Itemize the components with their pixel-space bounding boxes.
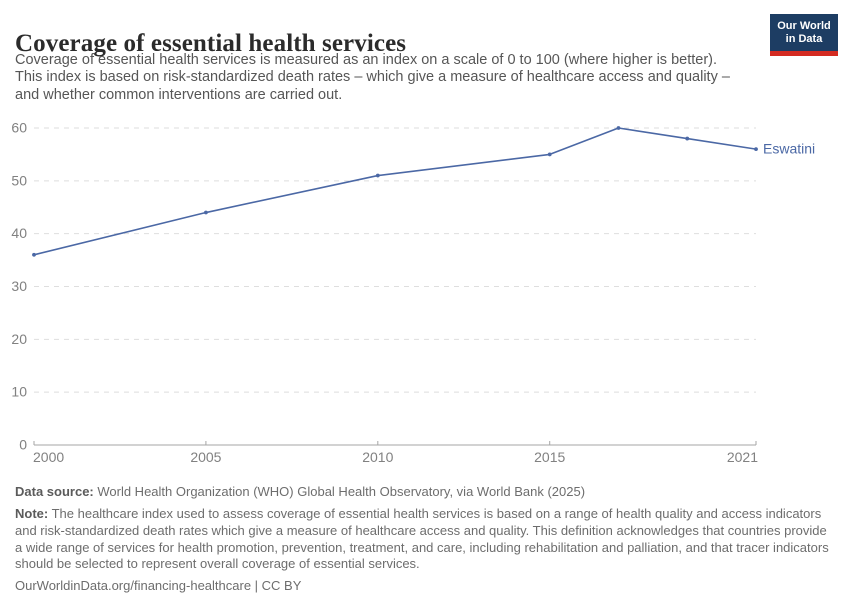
- data-point[interactable]: [754, 147, 758, 152]
- x-axis-tick-label: 2021: [727, 449, 758, 465]
- data-point[interactable]: [547, 152, 552, 157]
- y-axis-tick-label: 20: [11, 331, 27, 347]
- license-text: | CC BY: [251, 578, 302, 594]
- url-line: OurWorldinData.org/financing-healthcare …: [15, 578, 837, 594]
- y-axis-tick-label: 0: [19, 437, 27, 453]
- datasource-line: Data source: World Health Organization (…: [15, 483, 837, 500]
- note-label: Note:: [15, 506, 49, 521]
- y-axis-tick-label: 30: [11, 278, 27, 294]
- entity-label[interactable]: Eswatini: [763, 140, 815, 156]
- data-point[interactable]: [204, 210, 208, 215]
- y-axis-tick-label: 60: [11, 120, 27, 136]
- x-axis-tick-label: 2005: [190, 449, 221, 465]
- y-axis-tick-label: 10: [11, 384, 27, 400]
- owid-url-link[interactable]: OurWorldinData.org/financing-healthcare: [15, 578, 252, 594]
- x-axis-tick-label: 2010: [362, 449, 393, 465]
- chart-footer: Data source: World Health Organization (…: [15, 483, 837, 594]
- datasource-text: World Health Organization (WHO) Global H…: [93, 484, 586, 499]
- note-text: The healthcare index used to assess cove…: [15, 506, 829, 572]
- datasource-label: Data source:: [15, 484, 94, 499]
- data-point[interactable]: [375, 173, 380, 178]
- x-axis-tick-label: 2000: [33, 449, 64, 465]
- data-line-eswatini[interactable]: [33, 127, 757, 256]
- page-title: Coverage of essential health services: [15, 29, 407, 57]
- data-point[interactable]: [616, 126, 621, 130]
- chart-subtitle: Coverage of essential health services is…: [15, 52, 730, 103]
- y-axis-tick-label: 50: [11, 172, 27, 188]
- note-line: Note: The healthcare index used to asses…: [15, 506, 837, 573]
- y-axis-tick-label: 40: [11, 225, 27, 241]
- x-axis-tick-label: 2015: [534, 449, 565, 465]
- owid-logo[interactable]: Our World in Data: [770, 14, 838, 56]
- data-point[interactable]: [32, 252, 36, 257]
- data-point[interactable]: [685, 136, 690, 141]
